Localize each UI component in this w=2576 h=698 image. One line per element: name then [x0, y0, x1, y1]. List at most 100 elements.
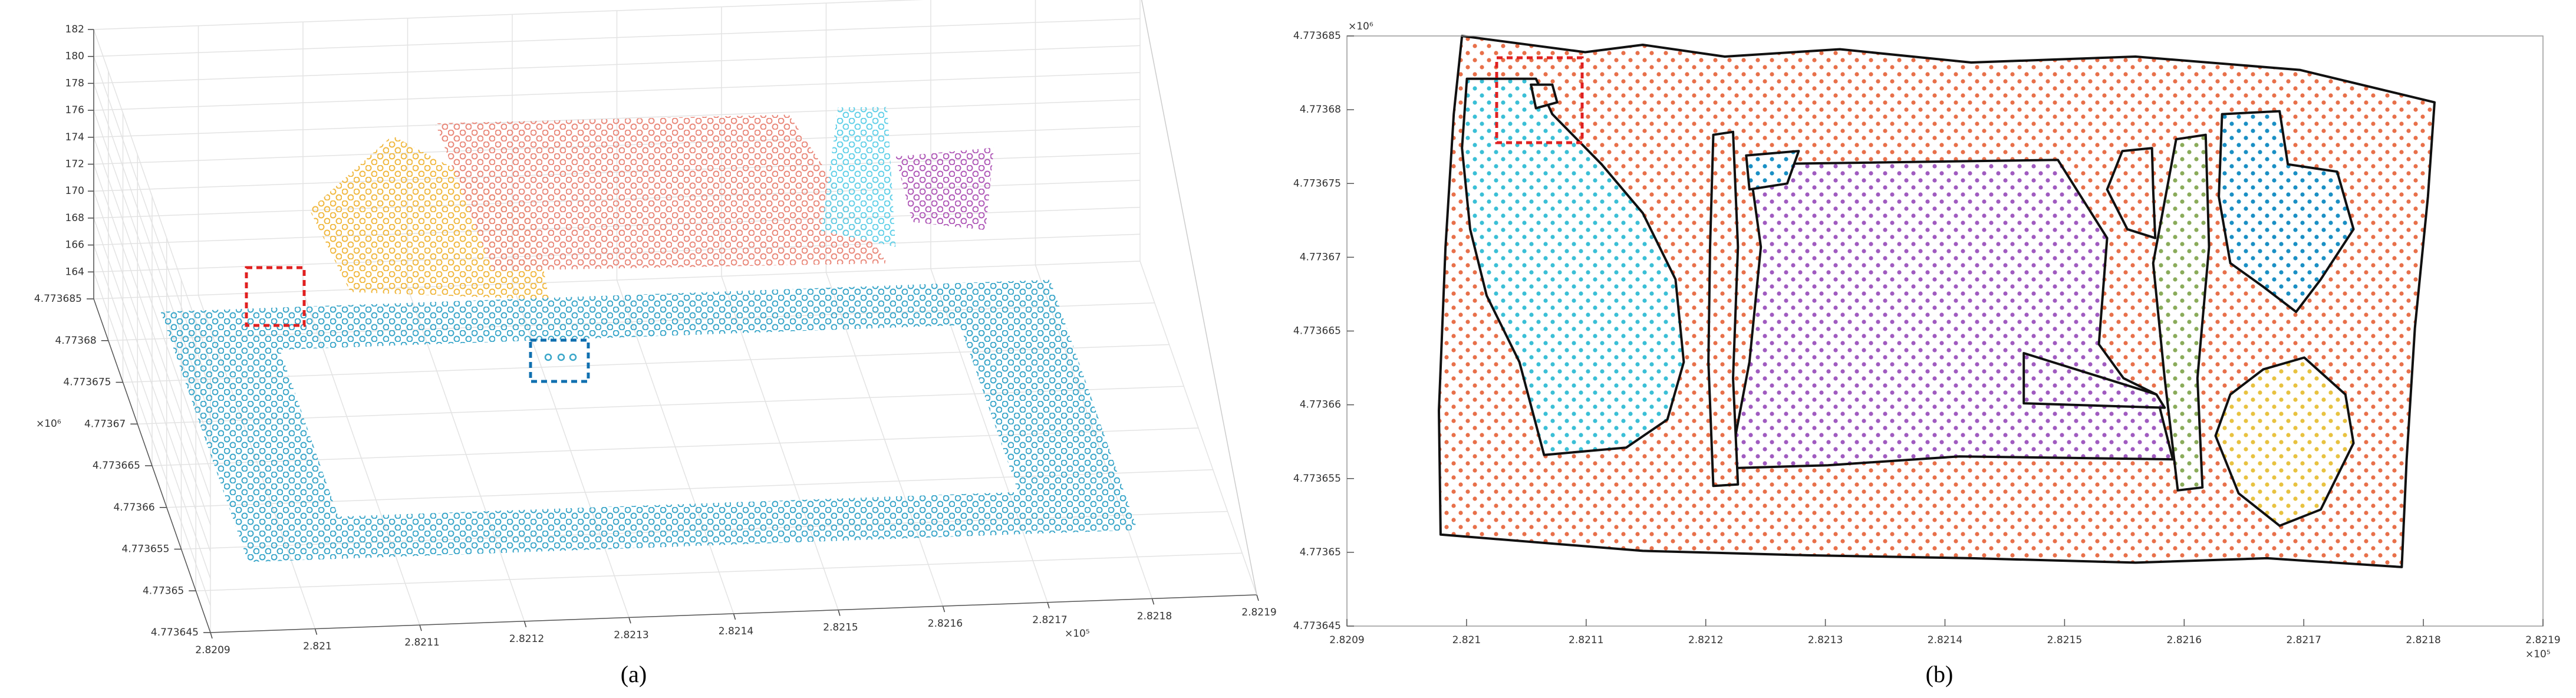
grid-line: [93, 190, 211, 525]
cluster-region: [2106, 147, 2157, 239]
marker: [569, 353, 577, 361]
x-tick-label: 2.8213: [1808, 634, 1843, 646]
tick-mark: [1151, 598, 1155, 605]
cluster-region: [2214, 356, 2355, 527]
cluster-region: [1707, 130, 1740, 488]
grid-line: [93, 164, 211, 498]
y-tick-label: 4.773675: [63, 377, 111, 388]
x-tick-label: 2.8218: [2406, 634, 2440, 646]
x-tick-label: 2.8218: [1137, 610, 1172, 622]
grid-line: [93, 99, 1141, 138]
z-tick-label: 172: [65, 159, 84, 170]
z-tick-label: 176: [65, 104, 84, 116]
panel-b: 2.8209 2.821 2.8211 2.8212 2.8213 2.8214 2.821…: [1293, 21, 2561, 660]
tick-mark: [1047, 602, 1050, 609]
x-tick-label: 2.8215: [2047, 634, 2082, 646]
caption: (b): [1926, 661, 1954, 687]
grid-line: [93, 72, 1141, 111]
y-tick-label: 4.77366: [113, 502, 154, 513]
x-exponent: ×10⁵: [1065, 628, 1090, 640]
tick-mark: [628, 617, 631, 624]
y-tick-label: 4.77368: [1300, 104, 1341, 116]
caption: (a): [621, 661, 647, 687]
z-tick-label: 180: [65, 51, 84, 62]
y-exponent: ×10⁶: [1348, 21, 1373, 32]
x-tick-label: 2.8217: [2286, 634, 2321, 646]
x-tick-label: 2.8216: [928, 618, 963, 630]
point-cluster: [160, 279, 1138, 562]
y-tick-label: 4.77366: [1300, 399, 1341, 411]
panel-a: 2.8209 2.821 2.8211 2.8212 2.8213 2.8214 2.821…: [34, 0, 1277, 656]
y-tick-label: 4.773675: [1293, 177, 1341, 189]
axis-line: [210, 594, 1257, 633]
grid-line: [93, 137, 211, 472]
x-tick-label: 2.8219: [2525, 634, 2560, 646]
point-cluster: [895, 147, 994, 231]
highlight-box: [245, 266, 306, 327]
grid-line: [93, 245, 211, 579]
axis-line: [93, 298, 211, 633]
y-tick-label: 4.773655: [1293, 473, 1341, 485]
y-tick-label: 4.773645: [151, 627, 199, 638]
grid-line: [93, 0, 924, 30]
x-exponent: ×10⁵: [2525, 648, 2551, 660]
cluster-region: [1745, 150, 1800, 191]
x-tick-label: 2.8211: [1569, 634, 1603, 646]
cluster-region: [2152, 133, 2211, 492]
x-tick-label: 2.8214: [1928, 634, 1962, 646]
cluster-region: [2022, 352, 2166, 409]
marker: [557, 353, 565, 361]
x-tick-label: 2.8212: [1688, 634, 1723, 646]
z-tick-label: 170: [65, 185, 84, 197]
y-tick-label: 4.773645: [1293, 620, 1341, 632]
x-tick-label: 2.821: [303, 641, 332, 653]
x-tick-label: 2.8211: [404, 637, 439, 648]
tick-mark: [733, 613, 736, 620]
x-tick-label: 2.8217: [1032, 614, 1067, 626]
y-tick-label: 4.773665: [1293, 325, 1341, 337]
x-tick-label: 2.8209: [195, 644, 230, 656]
annotations: [245, 56, 1584, 383]
y-tick-label: 4.77367: [1300, 251, 1341, 263]
y-tick-label: 4.773655: [121, 544, 169, 555]
tick-mark: [210, 632, 213, 639]
x-tick-label: 2.8215: [823, 622, 858, 634]
box-markers: [544, 353, 577, 361]
grid-line: [196, 552, 1243, 591]
grid-line: [93, 218, 211, 552]
marker: [544, 353, 552, 361]
x-tick-label: 2.8219: [1241, 607, 1276, 618]
y-tick-label: 4.773665: [93, 460, 140, 472]
y-tick-label: 4.77365: [1300, 546, 1341, 558]
z-tick-label: 182: [65, 24, 84, 35]
cluster-region: [2218, 110, 2355, 313]
z-tick-label: 166: [65, 239, 84, 251]
x-tick-label: 2.8213: [614, 629, 648, 641]
x-tick-label: 2.8212: [509, 633, 544, 645]
z-tick-label: 164: [65, 266, 84, 278]
tick-mark: [419, 624, 422, 631]
z-tick-label: 178: [65, 77, 84, 89]
x-tick-label: 2.8209: [1329, 634, 1364, 646]
grid-line: [93, 29, 211, 364]
y-tick-label: 4.77367: [84, 418, 126, 430]
z-tick-label: 168: [65, 212, 84, 224]
axis-line: [1141, 0, 1257, 595]
grid-line: [93, 261, 1141, 299]
point-cluster: [435, 114, 888, 271]
y-exponent: ×10⁶: [36, 418, 61, 430]
x-tick-label: 2.8214: [719, 625, 753, 637]
grid-line: [93, 45, 1141, 84]
z-tick-label: 174: [65, 131, 84, 143]
tick-mark: [523, 621, 527, 628]
y-tick-label: 4.773685: [1293, 30, 1341, 42]
y-tick-label: 4.77365: [143, 585, 184, 597]
tick-mark: [942, 605, 946, 613]
x-tick-label: 2.821: [1452, 634, 1481, 646]
cluster-region: [1461, 77, 1685, 456]
highlight-box: [1495, 56, 1584, 144]
tick-mark: [838, 610, 841, 616]
grid-line: [93, 272, 211, 606]
